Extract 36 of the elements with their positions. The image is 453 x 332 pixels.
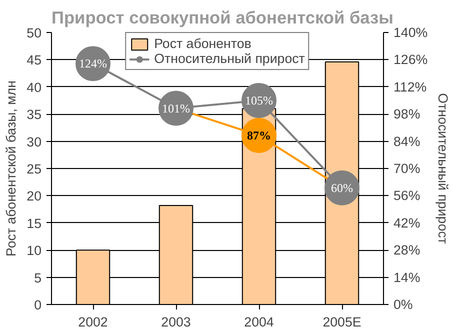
- y-tick-label: 30: [26, 134, 42, 150]
- y-tick-label: 45: [26, 52, 42, 68]
- y2-tick-label: 42%: [394, 215, 420, 230]
- y-tick-label: 10: [26, 243, 42, 258]
- y-tick-label: 50: [26, 26, 42, 40]
- data-label: 60%: [331, 180, 353, 195]
- y-tick-label: 15: [26, 216, 42, 231]
- y2-axis-title: Относительный прирост: [436, 93, 451, 244]
- x-tick-label: 2003: [161, 314, 191, 330]
- y2-tick-label: 126%: [394, 52, 428, 68]
- y2-tick-label: 0%: [394, 297, 413, 312]
- legend-label: Рост абонентов: [154, 36, 252, 51]
- y2-tick-label: 112%: [394, 79, 427, 94]
- data-label: 101%: [162, 101, 190, 116]
- y2-tick-label: 140%: [394, 25, 428, 40]
- y2-tick-label: 84%: [394, 134, 420, 149]
- y-tick-label: 25: [26, 162, 42, 176]
- y-axis-title: Рост абонентской базы, млн: [4, 80, 19, 256]
- x-tick-label: 2002: [78, 314, 108, 330]
- y2-tick-label: 28%: [394, 242, 420, 258]
- legend-label: Относительный прирост: [154, 51, 305, 66]
- chart-title: Прирост совокупной абонентской базы: [52, 8, 394, 28]
- data-label: 87%: [247, 128, 271, 142]
- y2-tick-label: 56%: [394, 188, 420, 204]
- y-tick-label: 0: [34, 298, 42, 312]
- data-label: 124%: [79, 56, 107, 71]
- y-tick-label: 40: [26, 80, 42, 95]
- x-tick-label: 2004: [244, 314, 274, 330]
- y2-tick-label: 70%: [394, 161, 420, 176]
- y-tick-label: 20: [26, 188, 42, 204]
- x-tick-label: 2005E: [322, 314, 362, 330]
- data-label: 105%: [245, 94, 273, 108]
- y-tick-label: 35: [26, 107, 42, 122]
- y2-tick-label: 98%: [394, 106, 420, 122]
- y-tick-label: 5: [34, 270, 42, 286]
- y2-tick-label: 14%: [394, 270, 420, 285]
